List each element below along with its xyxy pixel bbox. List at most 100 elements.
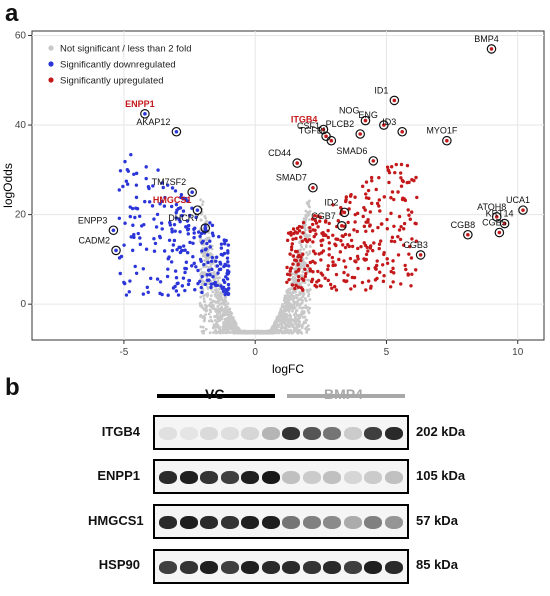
blot-band <box>302 516 321 529</box>
panel-a-letter: a <box>5 0 19 27</box>
down-point <box>222 251 227 256</box>
ns-point <box>286 291 290 295</box>
down-point <box>184 266 189 271</box>
ns-point <box>209 315 213 319</box>
up-point <box>310 217 315 221</box>
ns-point <box>298 315 302 318</box>
up-point <box>404 267 408 272</box>
x-tick-label: 5 <box>384 347 390 358</box>
point-label: MYO1F <box>426 126 458 136</box>
down-point <box>162 249 167 253</box>
blot-kda: 57 kDa <box>416 513 458 528</box>
up-point <box>370 248 375 253</box>
down-point <box>166 293 170 297</box>
up-point <box>294 283 298 288</box>
ns-point <box>300 331 304 335</box>
labeled-point-ring <box>397 126 408 137</box>
up-point <box>373 265 377 270</box>
ns-point <box>198 314 202 318</box>
down-point <box>211 275 215 279</box>
ns-point <box>303 315 307 319</box>
ns-point <box>201 200 205 204</box>
ns-point <box>232 329 236 333</box>
up-point <box>372 241 376 245</box>
up-point <box>410 237 414 241</box>
down-point <box>226 264 231 268</box>
down-point <box>184 225 188 229</box>
down-point <box>216 271 220 275</box>
up-point <box>291 262 295 266</box>
down-point <box>226 243 231 247</box>
up-point <box>375 259 379 263</box>
up-point <box>296 263 300 267</box>
ns-point <box>302 321 306 325</box>
ns-point <box>224 309 228 313</box>
up-point <box>353 195 357 199</box>
y-tick-label: 60 <box>15 30 27 41</box>
up-point <box>385 257 389 261</box>
down-point <box>187 278 191 283</box>
point-label: ENPP3 <box>78 215 108 225</box>
up-point <box>308 225 312 230</box>
down-point <box>179 248 184 253</box>
up-point <box>350 244 355 249</box>
ns-point <box>292 297 296 301</box>
blot-band <box>261 516 280 529</box>
blot-band <box>179 427 198 440</box>
up-point <box>370 179 374 183</box>
blot-band <box>159 516 177 529</box>
down-point <box>194 265 198 269</box>
up-point <box>381 279 386 284</box>
down-point <box>202 262 206 267</box>
up-point <box>405 163 410 168</box>
up-point <box>285 280 289 285</box>
point-label: ITGB4 <box>291 115 318 125</box>
down-point <box>222 264 226 269</box>
ns-point <box>224 319 228 323</box>
up-point <box>388 285 393 289</box>
blot-band <box>159 561 177 574</box>
down-point <box>214 255 219 259</box>
up-point <box>391 266 395 271</box>
blot-band <box>200 561 218 574</box>
ns-point <box>290 331 294 335</box>
down-point <box>170 230 174 234</box>
up-point <box>296 278 301 283</box>
ns-point <box>234 322 237 326</box>
ns-point <box>223 313 227 317</box>
point-label: CGB8 <box>451 220 476 230</box>
point-label: PLCB2 <box>326 119 355 129</box>
up-point <box>344 195 349 199</box>
down-point <box>215 264 220 268</box>
up-point <box>377 204 381 208</box>
ns-point <box>229 312 233 316</box>
legend-label: Significantly upregulated <box>60 76 164 87</box>
up-point <box>309 279 314 284</box>
up-point <box>399 224 403 229</box>
ns-point <box>290 318 293 322</box>
down-point <box>188 240 192 245</box>
down-point <box>180 284 185 288</box>
ns-point <box>305 256 308 260</box>
ns-point <box>304 306 308 310</box>
up-point <box>355 254 360 259</box>
up-point <box>319 239 323 243</box>
up-point <box>380 263 385 267</box>
blot-band <box>302 427 321 440</box>
ns-point <box>211 290 215 294</box>
y-tick-label: 0 <box>20 299 26 310</box>
up-point <box>314 232 318 236</box>
ns-point <box>307 327 311 331</box>
blot-band <box>343 427 362 440</box>
ns-point <box>283 294 287 298</box>
up-point <box>298 235 303 239</box>
down-point <box>158 280 163 284</box>
ns-point <box>210 247 214 251</box>
down-point <box>217 235 221 239</box>
down-point <box>144 247 149 251</box>
ns-point <box>200 305 204 309</box>
ns-point <box>301 299 304 302</box>
ns-point <box>216 311 220 315</box>
ns-point <box>279 312 283 316</box>
up-point <box>292 258 297 262</box>
